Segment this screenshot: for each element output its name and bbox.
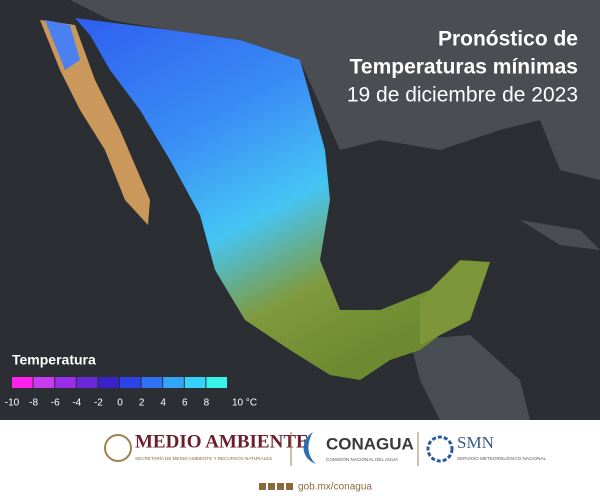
land (410, 220, 600, 420)
conagua: CONAGUA (326, 434, 414, 453)
legend-swatch (98, 377, 119, 388)
legend-label: 0 (117, 398, 123, 409)
baja-cold (45, 20, 80, 70)
conagua-sub: COMISIÓN NACIONAL DEL AGUA (326, 456, 399, 462)
legend-swatch (33, 377, 55, 388)
social-icons (259, 483, 293, 490)
footer (0, 420, 600, 500)
legend-swatch (120, 377, 141, 388)
icon (286, 483, 293, 490)
legend-swatch (163, 377, 184, 388)
smn-logo (426, 435, 454, 463)
legend: -10 -8 -6 -4 -2 0 2 4 6 8 10 °C (5, 377, 257, 409)
title: Temperaturas mínimas (350, 56, 578, 79)
semarnat: MEDIO AMBIENTE (135, 431, 309, 452)
yucatan (420, 262, 490, 345)
legend-swatch (76, 377, 98, 388)
legend-swatch (55, 377, 76, 388)
conagua-logo (303, 432, 316, 464)
mexico (75, 18, 490, 380)
legend-label: -6 (51, 398, 60, 409)
legend-swatch (184, 377, 206, 388)
seal (104, 434, 132, 462)
usa-land (70, 0, 600, 180)
legend-swatch (206, 377, 227, 388)
title: Pronóstico de (438, 28, 578, 51)
legend-label: 2 (139, 398, 145, 409)
legend-title: Temperatura (12, 352, 96, 368)
legend-label: 8 (204, 398, 210, 409)
icon (277, 483, 284, 490)
legend-swatch (12, 377, 33, 388)
legend-label: -4 (72, 398, 81, 409)
legend-label: -8 (29, 398, 38, 409)
icon (259, 483, 266, 490)
smn: SMN (457, 433, 494, 452)
legend-label: 10 °C (232, 398, 257, 409)
legend-label: 6 (182, 398, 188, 409)
smn-sub: SERVICIO METEOROLÓGICO NACIONAL (457, 455, 546, 461)
url[interactable]: gob.mx/conagua (298, 482, 372, 493)
legend-label: -10 (5, 398, 20, 409)
legend-label: 4 (160, 398, 166, 409)
legend-swatch (141, 377, 163, 388)
icon (268, 483, 275, 490)
date: 19 de diciembre de 2023 (347, 84, 578, 107)
legend-label: -2 (94, 398, 103, 409)
semarnat-sub: SECRETARÍA DE MEDIO AMBIENTE Y RECURSOS … (135, 455, 272, 461)
baja-california (40, 20, 150, 225)
